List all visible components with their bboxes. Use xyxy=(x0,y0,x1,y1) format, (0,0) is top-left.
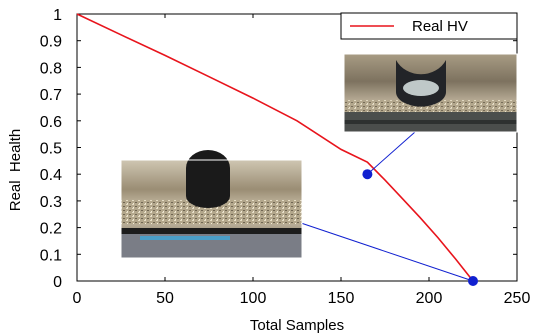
x-tick-label: 150 xyxy=(328,290,355,307)
highlight-point-lower xyxy=(468,276,478,286)
bearing-photo-partial-wear xyxy=(343,53,518,133)
x-tick-label: 100 xyxy=(240,290,267,307)
y-axis-ticks: 0 0.1 0.2 0.3 0.4 0.5 0.6 0.7 0.8 0.9 1 xyxy=(40,7,517,291)
y-tick-label: 0.6 xyxy=(40,114,62,131)
bearing-photo-failure xyxy=(120,150,303,259)
legend-label-real-hv: Real HV xyxy=(412,18,468,35)
x-axis-label: Total Samples xyxy=(250,317,344,334)
y-tick-label: 0.8 xyxy=(40,60,62,77)
y-tick-label: 1 xyxy=(53,7,62,24)
y-tick-label: 0.4 xyxy=(40,167,62,184)
y-axis-label: Real Health xyxy=(7,129,24,212)
y-tick-label: 0.7 xyxy=(40,87,62,104)
legend: Real HV xyxy=(340,12,518,40)
x-tick-label: 200 xyxy=(416,290,443,307)
y-tick-label: 0.2 xyxy=(40,221,62,238)
highlight-point-upper xyxy=(362,169,373,180)
x-tick-label: 0 xyxy=(73,290,82,307)
y-tick-label: 0.3 xyxy=(40,194,62,211)
x-tick-label: 250 xyxy=(504,290,531,307)
series-line-real-hv xyxy=(76,13,474,282)
connector-line-upper xyxy=(367,131,416,175)
y-tick-label: 0.1 xyxy=(40,247,62,264)
y-tick-label: 0.5 xyxy=(40,141,62,158)
x-tick-label: 50 xyxy=(156,290,174,307)
y-tick-label: 0.9 xyxy=(40,34,62,51)
y-tick-label: 0 xyxy=(53,274,62,291)
connector-line-lower xyxy=(297,221,474,282)
